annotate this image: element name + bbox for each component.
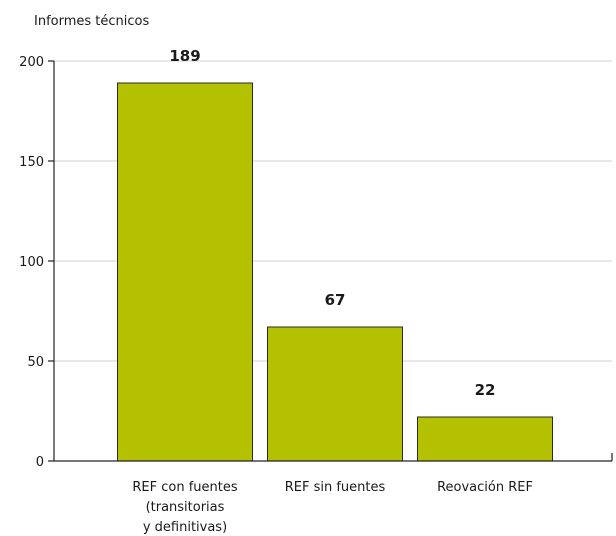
y-tick-label: 50 (27, 355, 44, 370)
bar (417, 416, 553, 462)
y-tick-label: 0 (36, 455, 44, 470)
x-tick-label: REF con fuentes (transitorias y definitiva… (132, 480, 237, 535)
y-axis-ticks: 0 50 100 150 200 (19, 55, 54, 470)
category-labels: REF con fuentes (transitorias y definitiva… (132, 480, 533, 535)
bars (117, 82, 553, 462)
y-tick-label: 100 (19, 255, 44, 270)
data-label: 67 (325, 291, 346, 309)
bar (117, 82, 253, 462)
data-label: 189 (169, 47, 200, 65)
x-tick-label: REF sin fuentes (285, 480, 386, 495)
y-tick-label: 200 (19, 55, 44, 70)
axes (53, 61, 613, 462)
y-tick-label: 150 (19, 155, 44, 170)
bar (267, 326, 403, 462)
value-labels: 189 67 22 (169, 47, 495, 399)
data-label: 22 (475, 381, 496, 399)
y-axis-label: Informes técnicos (34, 14, 149, 29)
x-tick-label: Reovación REF (437, 480, 533, 495)
